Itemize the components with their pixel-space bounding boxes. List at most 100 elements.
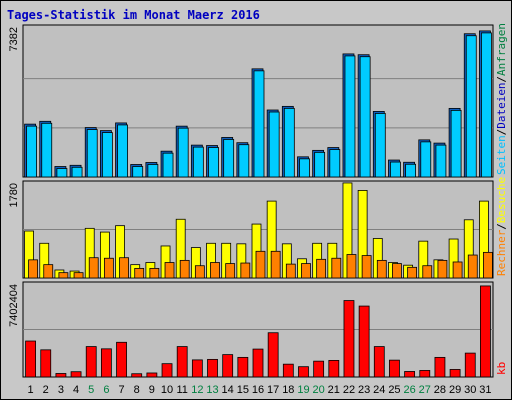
x-tick-label-day-20: 20 [313, 384, 325, 396]
bar-seiten-day-21 [329, 149, 341, 178]
bar-seiten-day-22 [344, 55, 356, 178]
x-tick-label-day-4: 4 [73, 384, 79, 396]
bar-kb-day-7 [116, 341, 127, 378]
bar-kb-day-19 [298, 366, 309, 378]
bar-kb-day-29 [449, 369, 461, 378]
bar-seiten-day-1 [26, 125, 37, 178]
chart-title: Tages-Statistik im Monat Maerz 2016 [7, 8, 260, 22]
bar-rechner-day-20 [316, 258, 327, 279]
bar-kb-day-22 [343, 300, 355, 378]
bar-seiten-day-27 [420, 141, 432, 178]
x-tick-label-day-15: 15 [237, 384, 249, 396]
x-tick-label-day-25: 25 [388, 384, 400, 396]
legend-middle-2: Rechner [495, 229, 508, 276]
bar-seiten-day-16 [253, 70, 265, 178]
bar-kb-day-25 [389, 359, 400, 378]
x-tick-label-day-31: 31 [479, 384, 491, 396]
x-tick-label-day-8: 8 [134, 384, 140, 396]
bar-seiten-day-20 [314, 151, 326, 178]
bar-kb-day-9 [146, 372, 158, 378]
bar-seiten-day-12 [192, 146, 204, 178]
bar-seiten-day-4 [71, 166, 83, 178]
legend-top-1: / [495, 76, 508, 83]
bar-kb-day-11 [176, 346, 188, 378]
x-tick-label-day-16: 16 [252, 384, 264, 396]
bar-seiten-day-30 [465, 35, 477, 178]
bar-rechner-day-6 [103, 257, 114, 279]
bar-rechner-day-23 [361, 255, 372, 279]
x-tick-label-day-11: 11 [176, 384, 187, 396]
bar-rechner-day-11 [179, 259, 190, 279]
bar-kb-day-30 [464, 352, 476, 378]
x-tick-label-day-23: 23 [358, 384, 370, 396]
bar-rechner-day-5 [88, 257, 99, 279]
x-tick-label-day-7: 7 [118, 384, 124, 396]
bar-kb-day-28 [434, 356, 446, 378]
bar-rechner-day-9 [149, 267, 160, 279]
bar-seiten-day-2 [41, 122, 53, 178]
bar-rechner-day-21 [331, 257, 342, 279]
bar-rechner-day-4 [73, 272, 84, 279]
bar-seiten-day-7 [117, 124, 128, 178]
bar-kb-day-18 [282, 363, 294, 378]
bar-seiten-day-8 [132, 166, 144, 178]
x-tick-label-day-6: 6 [103, 384, 109, 396]
bar-rechner-day-16 [255, 250, 266, 279]
bar-seiten-day-10 [162, 152, 174, 178]
bar-kb-day-2 [40, 349, 52, 378]
bar-kb-day-4 [70, 371, 82, 378]
bar-kb-day-5 [85, 346, 97, 378]
bar-kb-day-3 [55, 373, 67, 378]
max-label-top: 7382 [8, 27, 20, 51]
bar-rechner-day-25 [392, 263, 402, 279]
bar-seiten-day-13 [208, 147, 219, 178]
x-tick-label-day-30: 30 [464, 384, 476, 396]
bar-rechner-day-19 [301, 263, 311, 279]
bar-kb-day-13 [207, 358, 218, 378]
bar-kb-day-20 [313, 360, 325, 378]
bar-rechner-day-15 [240, 262, 251, 279]
legend-top-4: Seiten [495, 135, 508, 175]
x-tick-label-day-12: 12 [191, 384, 203, 396]
bar-seiten-day-14 [223, 139, 235, 178]
bar-seiten-day-26 [405, 163, 417, 178]
x-tick-label-day-28: 28 [434, 384, 446, 396]
bar-seiten-day-24 [374, 113, 386, 178]
max-label-bottom: 7402404 [8, 284, 20, 327]
x-tick-label-day-2: 2 [43, 384, 49, 396]
bar-rechner-day-12 [194, 265, 205, 279]
x-tick-label-day-10: 10 [161, 384, 173, 396]
x-tick-label-day-19: 19 [297, 384, 309, 396]
x-tick-label-day-22: 22 [343, 384, 355, 396]
bar-rechner-day-8 [134, 267, 145, 279]
bar-seiten-day-9 [147, 164, 159, 178]
bar-kb-day-8 [131, 373, 143, 378]
x-tick-label-day-1: 1 [28, 384, 34, 396]
bar-rechner-day-17 [270, 250, 281, 279]
bar-kb-day-23 [358, 305, 370, 378]
bar-rechner-day-2 [43, 264, 54, 279]
legend-top-2: Dateien [495, 82, 508, 128]
bar-seiten-day-15 [238, 144, 250, 178]
x-tick-label-day-9: 9 [149, 384, 155, 396]
bar-seiten-day-6 [101, 132, 113, 178]
bar-kb-day-26 [404, 371, 416, 378]
legend-top-3: / [495, 129, 508, 136]
bar-kb-day-6 [100, 348, 112, 378]
bar-kb-day-24 [373, 346, 385, 378]
legend-middle-0: Besuche [495, 177, 508, 223]
bar-seiten-day-17 [268, 111, 280, 178]
bar-kb-day-1 [25, 340, 36, 378]
bar-seiten-day-29 [450, 109, 462, 178]
legend-bottom-0: kb [495, 362, 508, 375]
x-tick-label-day-26: 26 [403, 384, 415, 396]
x-tick-label-day-13: 13 [206, 384, 218, 396]
bar-seiten-day-31 [481, 32, 492, 178]
bar-kb-day-15 [237, 356, 249, 378]
bar-kb-day-14 [222, 354, 234, 378]
legend-middle-1: / [495, 223, 508, 230]
bar-kb-day-17 [267, 332, 279, 378]
bar-seiten-day-25 [390, 161, 401, 178]
